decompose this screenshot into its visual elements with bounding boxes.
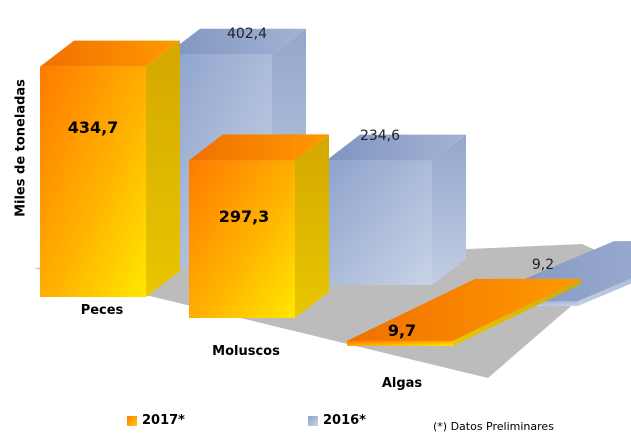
bar-2017-algas-side	[453, 278, 581, 346]
bar-2017-peces-top	[40, 40, 180, 67]
bar-2017-moluscos-front	[189, 160, 295, 318]
legend-swatch-2016	[308, 415, 318, 426]
legend-item-2017: 2017*	[127, 413, 185, 428]
bar-2017-peces-front	[40, 66, 146, 297]
footnote: (*) Datos Preliminares	[433, 420, 554, 433]
bar-2017-algas-top	[347, 278, 581, 341]
data-label: 434,7	[68, 118, 119, 137]
y-axis-label-box: Miles de toneladas	[6, 60, 36, 235]
category-label-moluscos: Moluscos	[212, 344, 280, 359]
legend-label-2016: 2016*	[323, 413, 366, 428]
data-label: 297,3	[219, 207, 270, 226]
bar-2016-algas-side	[578, 278, 631, 306]
bar-2016-moluscos: 234,6	[326, 128, 466, 285]
category-label-peces: Peces	[81, 303, 124, 318]
series-2017-group: 434,7 297,3 9,7	[40, 40, 581, 346]
bar-2016-moluscos-front	[326, 160, 432, 285]
bar-2017-algas: 9,7	[347, 278, 581, 346]
bar-2017-peces: 434,7	[40, 40, 180, 297]
bar-2016-moluscos-side	[432, 134, 466, 285]
bar-2017-peces-side	[146, 40, 180, 297]
bar-2016-peces-top	[166, 28, 306, 55]
bar-2017-moluscos-side	[295, 134, 329, 318]
bar-2017-moluscos: 297,3	[189, 134, 329, 318]
legend-item-2016: 2016*	[308, 413, 366, 428]
bar-2016-moluscos-top	[326, 134, 466, 161]
bar-2017-algas-front	[347, 340, 453, 346]
chart-floor	[34, 244, 622, 378]
legend-swatch-2017	[127, 415, 137, 426]
data-label: 234,6	[360, 128, 400, 144]
y-axis-label: Miles de toneladas	[13, 78, 29, 217]
data-label: 9,7	[388, 321, 416, 340]
category-labels: Peces Moluscos Algas	[81, 303, 423, 391]
bar-2017-moluscos-top	[189, 134, 329, 161]
legend-label-2017: 2017*	[142, 413, 185, 428]
data-label: 9,2	[532, 257, 554, 273]
data-label: 402,4	[227, 26, 267, 42]
category-label-algas: Algas	[382, 376, 423, 391]
